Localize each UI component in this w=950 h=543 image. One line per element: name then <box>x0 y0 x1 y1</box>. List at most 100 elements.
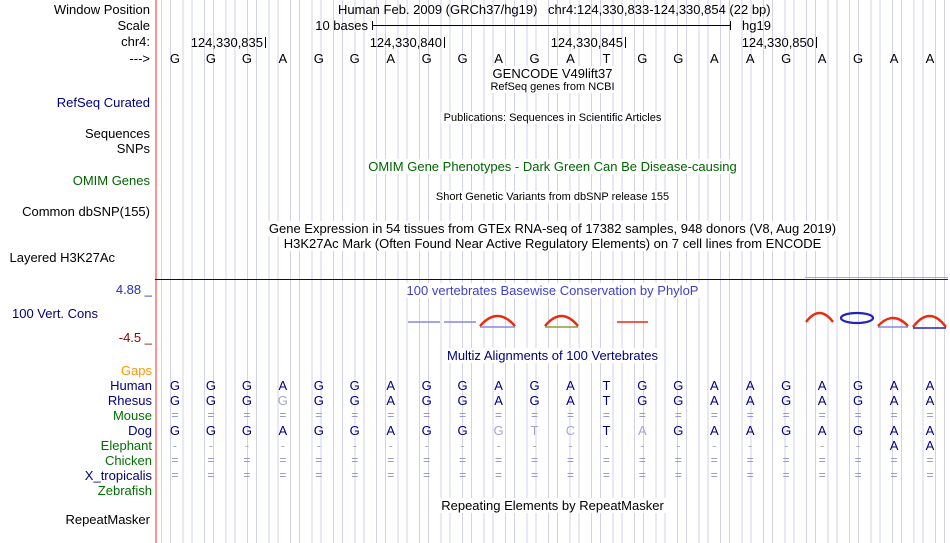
base-letter: G <box>241 51 252 66</box>
h3k27ac-signal-maroon <box>805 279 948 280</box>
track-label-100-vert-cons[interactable]: 100 Vert. Cons <box>12 306 98 321</box>
align-cell: A <box>889 393 899 408</box>
base-letter: A <box>925 51 935 66</box>
base-letter: A <box>494 51 503 66</box>
align-cell: = <box>207 408 215 422</box>
base-letter: G <box>421 51 432 66</box>
align-cell: = <box>459 453 467 467</box>
align-cell: A <box>817 393 827 408</box>
align-cell: = <box>818 468 826 482</box>
align-cell: A <box>386 393 396 408</box>
align-cell: = <box>207 453 215 467</box>
species-label-x_tropicalis[interactable]: X_tropicalis <box>84 468 152 483</box>
phylop-track-title[interactable]: 100 vertebrates Basewise Conservation by… <box>403 283 702 298</box>
align-cell: = <box>315 453 323 467</box>
align-cell: = <box>746 453 754 467</box>
align-cell: = <box>890 408 898 422</box>
repeatmasker-track-title[interactable]: Repeating Elements by RepeatMasker <box>438 498 667 513</box>
gencode-track-title[interactable]: GENCODE V49lift37 <box>489 66 616 81</box>
align-row-x_tropicalis: = = = = = = = = = = = = = = = = = = = = = = <box>157 468 948 482</box>
species-label-gaps[interactable]: Gaps <box>120 363 152 378</box>
align-cell: G <box>205 393 216 408</box>
align-cell: A <box>709 378 719 393</box>
track-label-refseq-curated[interactable]: RefSeq Curated <box>56 95 150 110</box>
h3k27ac-signal-baseline <box>155 279 948 280</box>
track-label-sequences[interactable]: Sequences <box>84 126 150 141</box>
align-cell: = <box>746 468 754 482</box>
gencode-track-subtitle[interactable]: RefSeq genes from NCBI <box>487 81 618 93</box>
phylop-max-value: 4.88 _ <box>115 282 152 297</box>
species-label-elephant[interactable]: Elephant <box>100 438 152 453</box>
align-cell: = <box>207 468 215 482</box>
species-label-mouse[interactable]: Mouse <box>112 408 152 423</box>
align-cell: = <box>495 453 503 467</box>
align-cell: T <box>530 423 539 438</box>
align-cell: G <box>457 393 468 408</box>
h3k27ac-track-title[interactable]: H3K27Ac Mark (Often Found Near Active Re… <box>280 236 825 251</box>
align-cell: - <box>676 438 681 453</box>
align-cell: A <box>494 393 503 408</box>
align-cell: G <box>349 393 360 408</box>
multiz-track-title[interactable]: Multiz Alignments of 100 Vertebrates <box>443 348 661 363</box>
align-cell: = <box>926 468 934 482</box>
align-cell: A <box>817 378 827 393</box>
species-label-dog[interactable]: Dog <box>128 423 152 438</box>
species-label-chicken[interactable]: Chicken <box>105 453 152 468</box>
coordinate-label: 124,330,835 <box>190 35 263 50</box>
coordinate-label: 124,330,845 <box>550 35 623 50</box>
base-letter: A <box>709 51 719 66</box>
h3k27ac-signal-orange <box>805 277 948 278</box>
align-cell: = <box>566 453 574 467</box>
align-cell: = <box>351 408 359 422</box>
align-cell: G <box>853 393 864 408</box>
align-cell: = <box>890 453 898 467</box>
track-label-common-dbsnp[interactable]: Common dbSNP(155) <box>22 204 150 219</box>
omim-track-title[interactable]: OMIM Gene Phenotypes - Dark Green Can Be… <box>365 159 740 174</box>
chromosome-label: chr4: <box>121 34 150 49</box>
align-cell: G <box>313 393 324 408</box>
align-cell: A <box>745 423 755 438</box>
align-cell: = <box>566 408 574 422</box>
species-label-zebrafish[interactable]: Zebrafish <box>97 483 152 498</box>
track-label-layered-h3k27ac[interactable]: Layered H3K27Ac <box>9 250 115 265</box>
align-cell: = <box>890 468 898 482</box>
strand-arrow[interactable]: ---> <box>129 51 150 66</box>
align-cell: - <box>352 438 357 453</box>
align-cell: A <box>278 378 288 393</box>
species-label-human[interactable]: Human <box>110 378 152 393</box>
track-label-snps[interactable]: SNPs <box>116 141 150 156</box>
align-cell: A <box>386 378 396 393</box>
base-letter: G <box>673 51 684 66</box>
scale-label: Scale <box>117 18 150 33</box>
track-label-repeatmasker[interactable]: RepeatMasker <box>65 512 150 527</box>
align-cell: G <box>313 423 324 438</box>
align-cell: = <box>710 468 718 482</box>
base-letter: G <box>349 51 360 66</box>
align-cell: A <box>889 438 899 453</box>
align-cell: - <box>280 438 285 453</box>
gtex-track-title[interactable]: Gene Expression in 54 tissues from GTEx … <box>265 221 840 236</box>
align-cell: = <box>351 453 359 467</box>
track-label-omim-genes[interactable]: OMIM Genes <box>72 173 150 188</box>
base-letter: A <box>278 51 288 66</box>
align-cell: A <box>817 423 827 438</box>
align-cell: = <box>926 408 934 422</box>
align-cell: A <box>709 423 719 438</box>
publications-track-title[interactable]: Publications: Sequences in Scientific Ar… <box>440 112 665 124</box>
align-cell: A <box>745 378 755 393</box>
align-cell: A <box>566 393 575 408</box>
window-position-label: Window Position <box>53 2 150 17</box>
align-cell: A <box>638 423 647 438</box>
base-letter: G <box>529 51 540 66</box>
align-cell: = <box>171 408 179 422</box>
align-cell: G <box>781 378 792 393</box>
align-cell: - <box>748 438 753 453</box>
align-cell: - <box>388 438 393 453</box>
align-cell: - <box>424 438 429 453</box>
species-label-rhesus[interactable]: Rhesus <box>107 393 152 408</box>
base-letter: G <box>169 51 181 66</box>
dbsnp-track-title[interactable]: Short Genetic Variants from dbSNP releas… <box>432 191 673 203</box>
